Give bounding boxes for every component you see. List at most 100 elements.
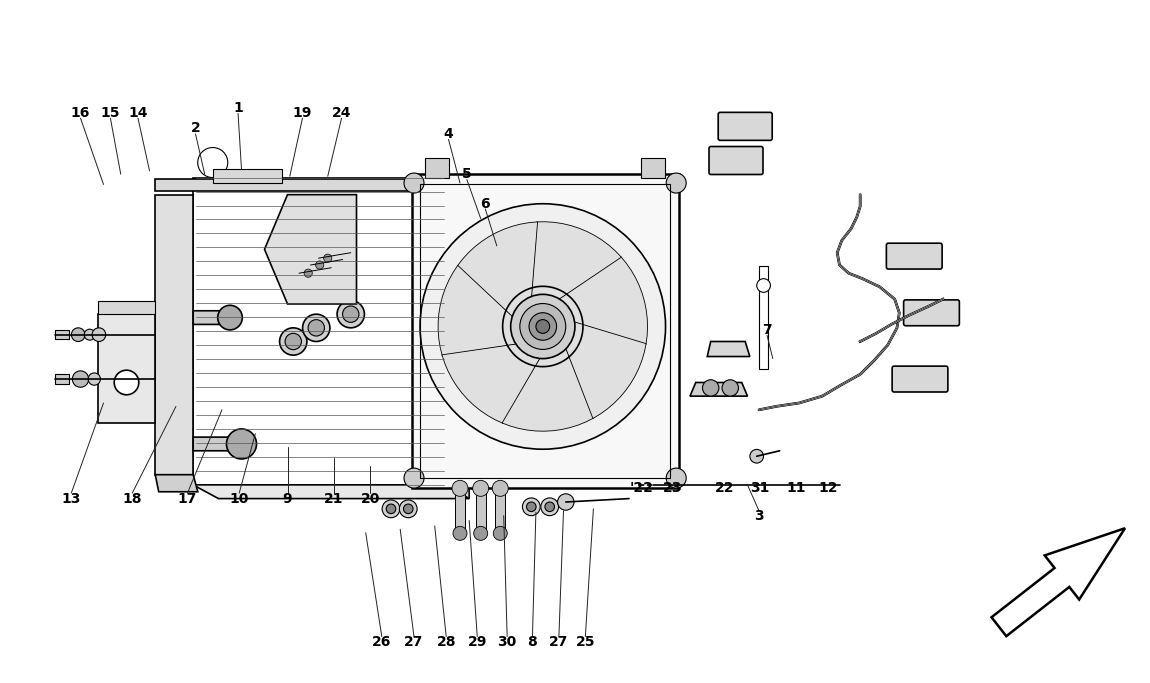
Circle shape — [72, 371, 89, 387]
Text: '22: '22 — [630, 482, 653, 495]
Polygon shape — [991, 528, 1125, 636]
Circle shape — [227, 429, 256, 459]
Circle shape — [84, 329, 95, 340]
Circle shape — [545, 502, 554, 512]
Text: 25: 25 — [576, 635, 595, 649]
Circle shape — [666, 468, 687, 488]
Text: 4: 4 — [444, 127, 453, 141]
Circle shape — [529, 313, 557, 340]
Circle shape — [71, 328, 85, 342]
Circle shape — [198, 148, 228, 178]
Circle shape — [666, 173, 687, 193]
Circle shape — [308, 320, 324, 336]
Text: 6: 6 — [481, 197, 490, 210]
Text: 1: 1 — [233, 101, 243, 115]
Circle shape — [522, 498, 540, 516]
Circle shape — [474, 527, 488, 540]
Polygon shape — [55, 330, 69, 339]
Circle shape — [404, 504, 413, 514]
Circle shape — [386, 504, 396, 514]
Polygon shape — [531, 222, 621, 304]
Circle shape — [757, 279, 770, 292]
Polygon shape — [458, 222, 537, 322]
Circle shape — [92, 328, 106, 342]
Text: 21: 21 — [324, 492, 343, 505]
Circle shape — [703, 380, 719, 396]
Circle shape — [492, 480, 508, 497]
Polygon shape — [438, 265, 524, 356]
Circle shape — [722, 380, 738, 396]
Polygon shape — [155, 179, 469, 191]
Text: 24: 24 — [332, 106, 351, 120]
Text: 14: 14 — [129, 106, 147, 120]
Text: 18: 18 — [123, 492, 141, 505]
Polygon shape — [98, 301, 155, 314]
Polygon shape — [553, 256, 647, 345]
Circle shape — [420, 204, 666, 449]
Text: 30: 30 — [498, 635, 516, 649]
Polygon shape — [193, 178, 446, 485]
Circle shape — [558, 494, 574, 510]
Polygon shape — [213, 169, 282, 183]
Circle shape — [279, 328, 307, 355]
Text: 10: 10 — [230, 492, 248, 505]
Circle shape — [315, 261, 324, 269]
Text: 27: 27 — [550, 635, 568, 649]
Circle shape — [750, 449, 764, 463]
Text: 23: 23 — [664, 482, 682, 495]
Bar — [476, 484, 485, 533]
FancyBboxPatch shape — [719, 113, 772, 140]
Text: 12: 12 — [819, 482, 837, 495]
Polygon shape — [503, 342, 593, 431]
Circle shape — [404, 468, 424, 488]
Text: 19: 19 — [293, 106, 312, 120]
Text: 11: 11 — [787, 482, 805, 495]
Circle shape — [114, 370, 139, 395]
Circle shape — [304, 269, 313, 277]
Polygon shape — [193, 437, 247, 451]
Text: 5: 5 — [462, 167, 471, 181]
Circle shape — [452, 480, 468, 497]
Circle shape — [323, 254, 332, 262]
Text: 15: 15 — [101, 106, 120, 120]
Bar — [455, 484, 465, 533]
Circle shape — [202, 152, 223, 173]
Text: 17: 17 — [178, 492, 197, 505]
Text: 31: 31 — [751, 482, 769, 495]
Text: 2: 2 — [191, 122, 200, 135]
FancyBboxPatch shape — [887, 243, 942, 269]
Polygon shape — [564, 320, 646, 419]
Polygon shape — [412, 174, 678, 488]
Circle shape — [382, 500, 400, 518]
Text: 13: 13 — [62, 492, 81, 505]
Polygon shape — [193, 485, 469, 499]
Circle shape — [337, 301, 365, 328]
Circle shape — [343, 306, 359, 322]
Bar — [496, 484, 505, 533]
Bar — [642, 158, 665, 178]
Circle shape — [89, 373, 100, 385]
Polygon shape — [442, 343, 544, 423]
Polygon shape — [759, 266, 768, 369]
Polygon shape — [446, 178, 469, 499]
Text: 7: 7 — [762, 323, 772, 337]
Circle shape — [536, 320, 550, 333]
Circle shape — [453, 527, 467, 540]
Polygon shape — [264, 195, 356, 304]
Polygon shape — [55, 374, 69, 384]
Polygon shape — [155, 475, 198, 492]
Circle shape — [404, 173, 424, 193]
Circle shape — [527, 502, 536, 512]
Circle shape — [493, 527, 507, 540]
FancyBboxPatch shape — [892, 366, 948, 392]
Circle shape — [473, 480, 489, 497]
Text: 8: 8 — [528, 635, 537, 649]
Circle shape — [511, 294, 575, 359]
Bar — [426, 158, 448, 178]
FancyBboxPatch shape — [904, 300, 959, 326]
Text: 26: 26 — [373, 635, 391, 649]
FancyBboxPatch shape — [710, 147, 762, 174]
Text: 16: 16 — [71, 106, 90, 120]
Text: 3: 3 — [754, 509, 764, 522]
Circle shape — [302, 314, 330, 342]
